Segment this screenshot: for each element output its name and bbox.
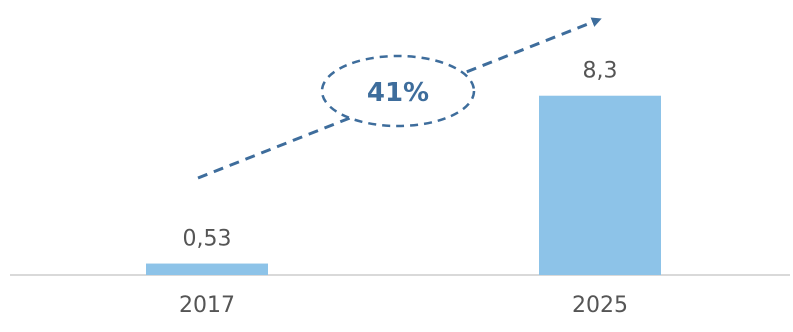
growth-rate-label: 41% — [367, 78, 429, 108]
growth-ellipse — [320, 54, 476, 128]
x-tick-label-2025: 2025 — [572, 293, 628, 318]
bar-2025 — [539, 95, 661, 275]
data-label-2017: 0,53 — [183, 227, 232, 252]
data-label-2025: 8,3 — [583, 59, 618, 84]
bar-group — [146, 95, 661, 275]
growth-ellipse-background — [322, 56, 474, 126]
x-tick-label-2017: 2017 — [179, 293, 235, 318]
bar-2017 — [146, 263, 268, 275]
growth-arrow — [197, 17, 602, 180]
